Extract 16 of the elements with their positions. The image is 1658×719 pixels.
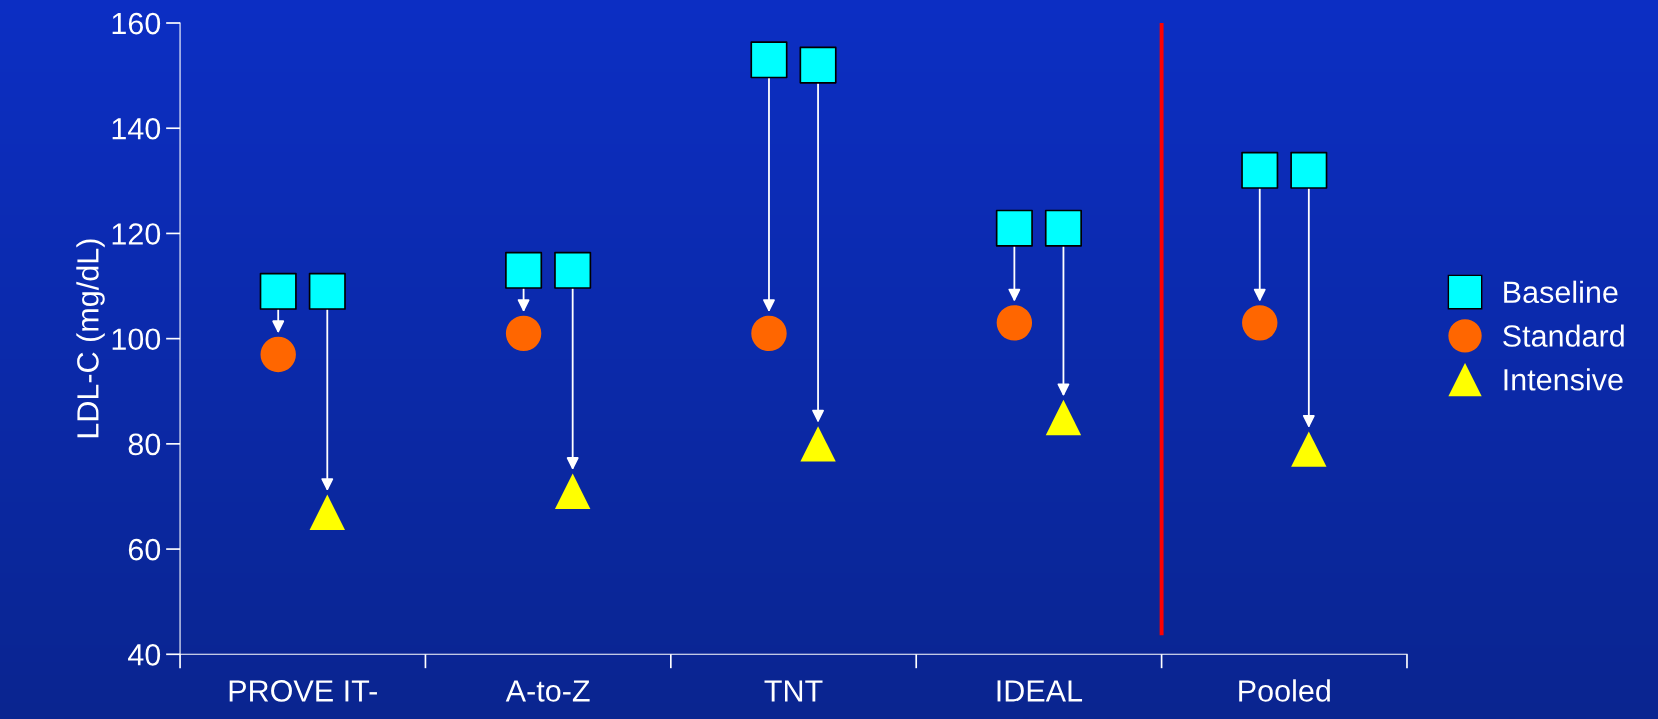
legend-label: Baseline: [1504, 280, 1618, 304]
y-tick-label: 100: [112, 328, 161, 351]
legend-label: Intensive: [1504, 368, 1623, 391]
x-tick-label: TNT: [764, 680, 823, 702]
x-tick-label: IDEAL: [997, 680, 1083, 702]
y-tick-label: 140: [112, 117, 161, 140]
y-axis-title: LDL-C (mg/dL): [76, 239, 105, 438]
y-tick-label: 120: [112, 223, 161, 245]
y-tick-label: 80: [128, 433, 161, 456]
x-tick-label: A-to-Z: [505, 680, 590, 702]
y-tick-label: 160: [112, 12, 161, 35]
legend-label: Standard: [1503, 324, 1624, 347]
y-tick-label: 60: [128, 538, 161, 561]
x-tick-label: Pooled: [1239, 679, 1330, 702]
x-tick-label: PROVE IT-: [229, 680, 377, 702]
y-tick-label: 40: [128, 644, 161, 666]
